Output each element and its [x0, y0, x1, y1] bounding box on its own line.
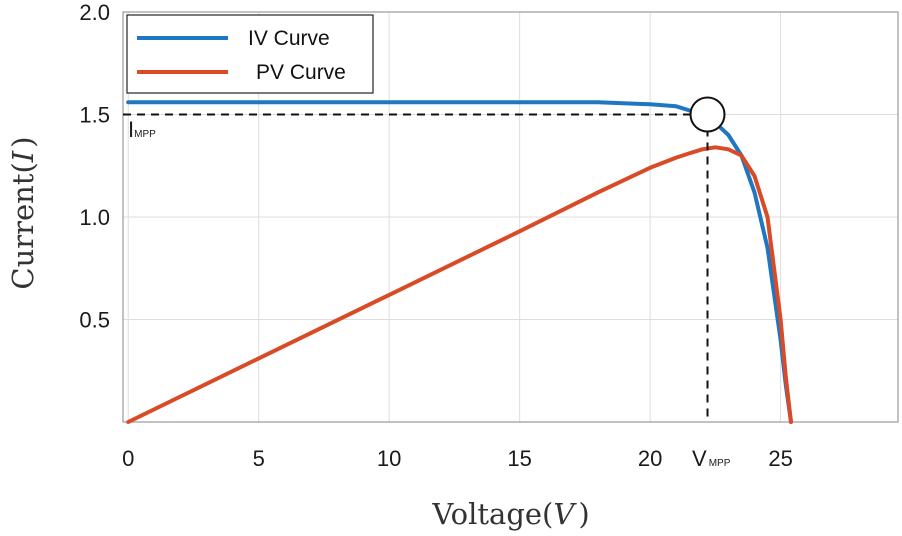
- y-axis-title-main: Current(: [6, 162, 40, 289]
- plot-frame: [122, 11, 899, 423]
- x-tick-label: 0: [122, 446, 134, 471]
- mpp-marker: [689, 96, 726, 133]
- x-tick-label: 25: [768, 446, 792, 471]
- legend-box: [126, 14, 374, 94]
- y-axis-title-close: ): [6, 136, 40, 147]
- mpp-layer: IMPP V MPP: [123, 96, 731, 471]
- x-tick-label: 5: [253, 446, 265, 471]
- tick-layer: 0 5 10 15 20 25 2.0 1.5 1.0 0.5: [79, 0, 792, 471]
- x-tick-label: 15: [507, 446, 531, 471]
- legend-label-pv: PV Curve: [256, 61, 346, 84]
- legend: IV Curve PV Curve: [126, 14, 374, 94]
- y-tick-label: 1.5: [79, 103, 110, 128]
- x-axis-title: Voltage(V): [431, 497, 589, 531]
- series-layer: [126, 100, 793, 424]
- y-tick-label: 2.0: [79, 0, 110, 25]
- pv-curve-line: [126, 145, 793, 424]
- x-axis-title-main: Voltage(: [431, 497, 553, 531]
- impp-label: IMPP: [128, 117, 156, 142]
- x-tick-label: 20: [638, 446, 662, 471]
- legend-label-iv: IV Curve: [248, 27, 330, 50]
- x-axis-title-var: V: [553, 497, 577, 531]
- x-tick-label: 10: [377, 446, 401, 471]
- y-tick-label: 1.0: [79, 205, 110, 230]
- y-axis-title: Current(I): [6, 136, 40, 289]
- y-tick-label: 0.5: [79, 308, 110, 333]
- y-axis-title-var: I: [6, 150, 40, 163]
- x-axis-title-close: ): [578, 497, 589, 531]
- vmpp-label: V MPP: [692, 446, 731, 471]
